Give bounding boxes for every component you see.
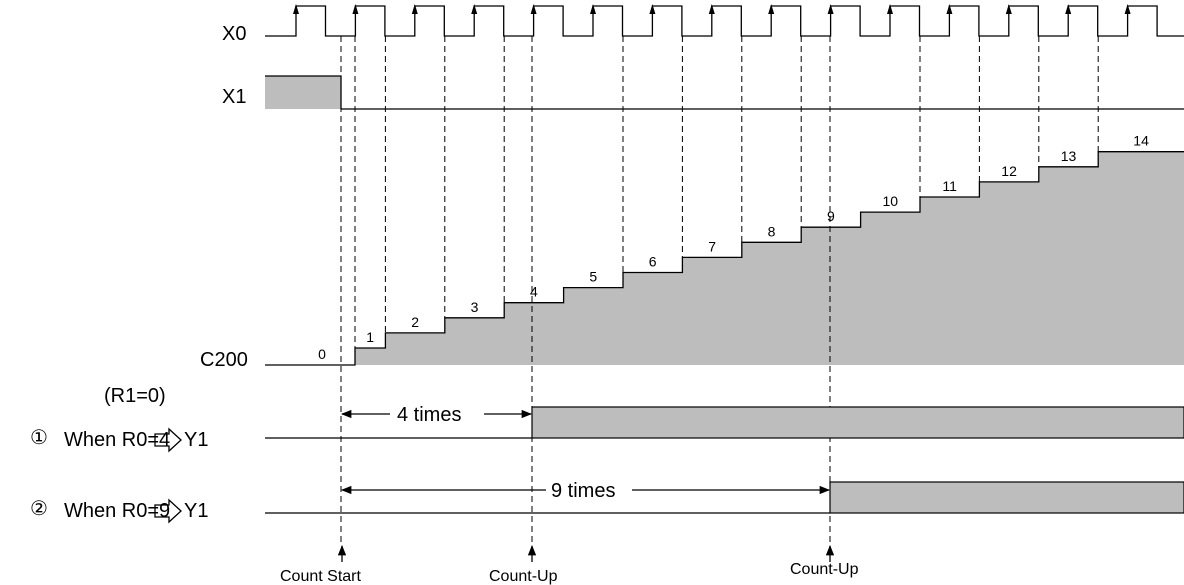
y1-active-region-2 <box>829 481 1184 514</box>
event-markers: Count Start Count-Up Count-Up <box>280 544 859 585</box>
c200-value-9: 9 <box>827 208 835 224</box>
up-arrow-icon <box>827 4 834 14</box>
c200-value-12: 12 <box>1001 163 1017 179</box>
up-arrow-icon <box>471 4 478 14</box>
c200-count-outline <box>265 151 1184 366</box>
condition-2-output: Y1 <box>184 500 208 522</box>
c200-value-11: 11 <box>942 178 957 194</box>
up-arrow-icon <box>352 4 359 14</box>
count-start-label: Count Start <box>280 568 361 585</box>
c200-value-7: 7 <box>708 238 716 254</box>
up-arrow-icon <box>1124 4 1131 14</box>
x0-waveform <box>265 5 1184 37</box>
up-arrow-icon <box>1065 4 1072 14</box>
condition-2: ② When R0=9 Y1 9 times <box>30 480 1184 524</box>
up-arrow-icon <box>946 4 953 14</box>
x1-high-region <box>265 76 341 109</box>
condition-1: ① When R0=4 Y1 4 times <box>30 404 1184 453</box>
c200-value-13: 13 <box>1061 148 1077 164</box>
c200-value-6: 6 <box>649 254 657 270</box>
c200-value-5: 5 <box>589 269 597 285</box>
c200-value-2: 2 <box>411 314 419 330</box>
c200-value-4: 4 <box>530 284 538 300</box>
c200-value-3: 3 <box>471 299 479 315</box>
c200-value-14: 14 <box>1133 133 1149 149</box>
condition-1-text: When R0=4 <box>64 429 170 451</box>
count-up-2-label: Count-Up <box>790 561 859 578</box>
count-up-1-label: Count-Up <box>489 568 558 585</box>
x1-signal <box>265 75 1184 110</box>
x1-waveform <box>265 75 1184 110</box>
up-arrow-icon <box>590 4 596 14</box>
outline-right-arrow-icon <box>154 427 182 453</box>
outline-right-arrow-icon <box>154 498 182 524</box>
up-arrow-icon <box>530 4 537 14</box>
up-arrow-icon <box>411 4 418 14</box>
condition-2-text: When R0=9 <box>64 500 170 522</box>
condition-1-marker: ① <box>30 427 48 449</box>
y1-active-region-1 <box>531 406 1184 439</box>
c200-value-0: 0 <box>318 346 326 362</box>
x0-label: X0 <box>222 23 246 45</box>
c200-value-1: 1 <box>366 329 374 345</box>
x1-label: X1 <box>222 86 246 108</box>
up-arrow-icon <box>293 4 299 14</box>
interval-1-label: 4 times <box>397 404 461 426</box>
c200-value-8: 8 <box>768 223 776 239</box>
x0-pulse-train <box>265 4 1184 37</box>
edge-guide-lines <box>340 36 1099 545</box>
c200-value-10: 10 <box>883 193 899 209</box>
up-arrow-icon <box>768 4 775 14</box>
c200-label: C200 <box>200 349 248 371</box>
up-arrow-icon <box>1005 4 1012 14</box>
up-arrow-icon <box>887 4 893 14</box>
interval-2-label: 9 times <box>551 480 615 502</box>
up-arrow-icon <box>708 4 715 14</box>
condition-2-marker: ② <box>30 498 48 520</box>
condition-1-output: Y1 <box>184 429 208 451</box>
up-arrow-icon <box>649 4 656 14</box>
c200-count-area <box>355 151 1184 365</box>
r1-note: (R1=0) <box>104 385 166 407</box>
